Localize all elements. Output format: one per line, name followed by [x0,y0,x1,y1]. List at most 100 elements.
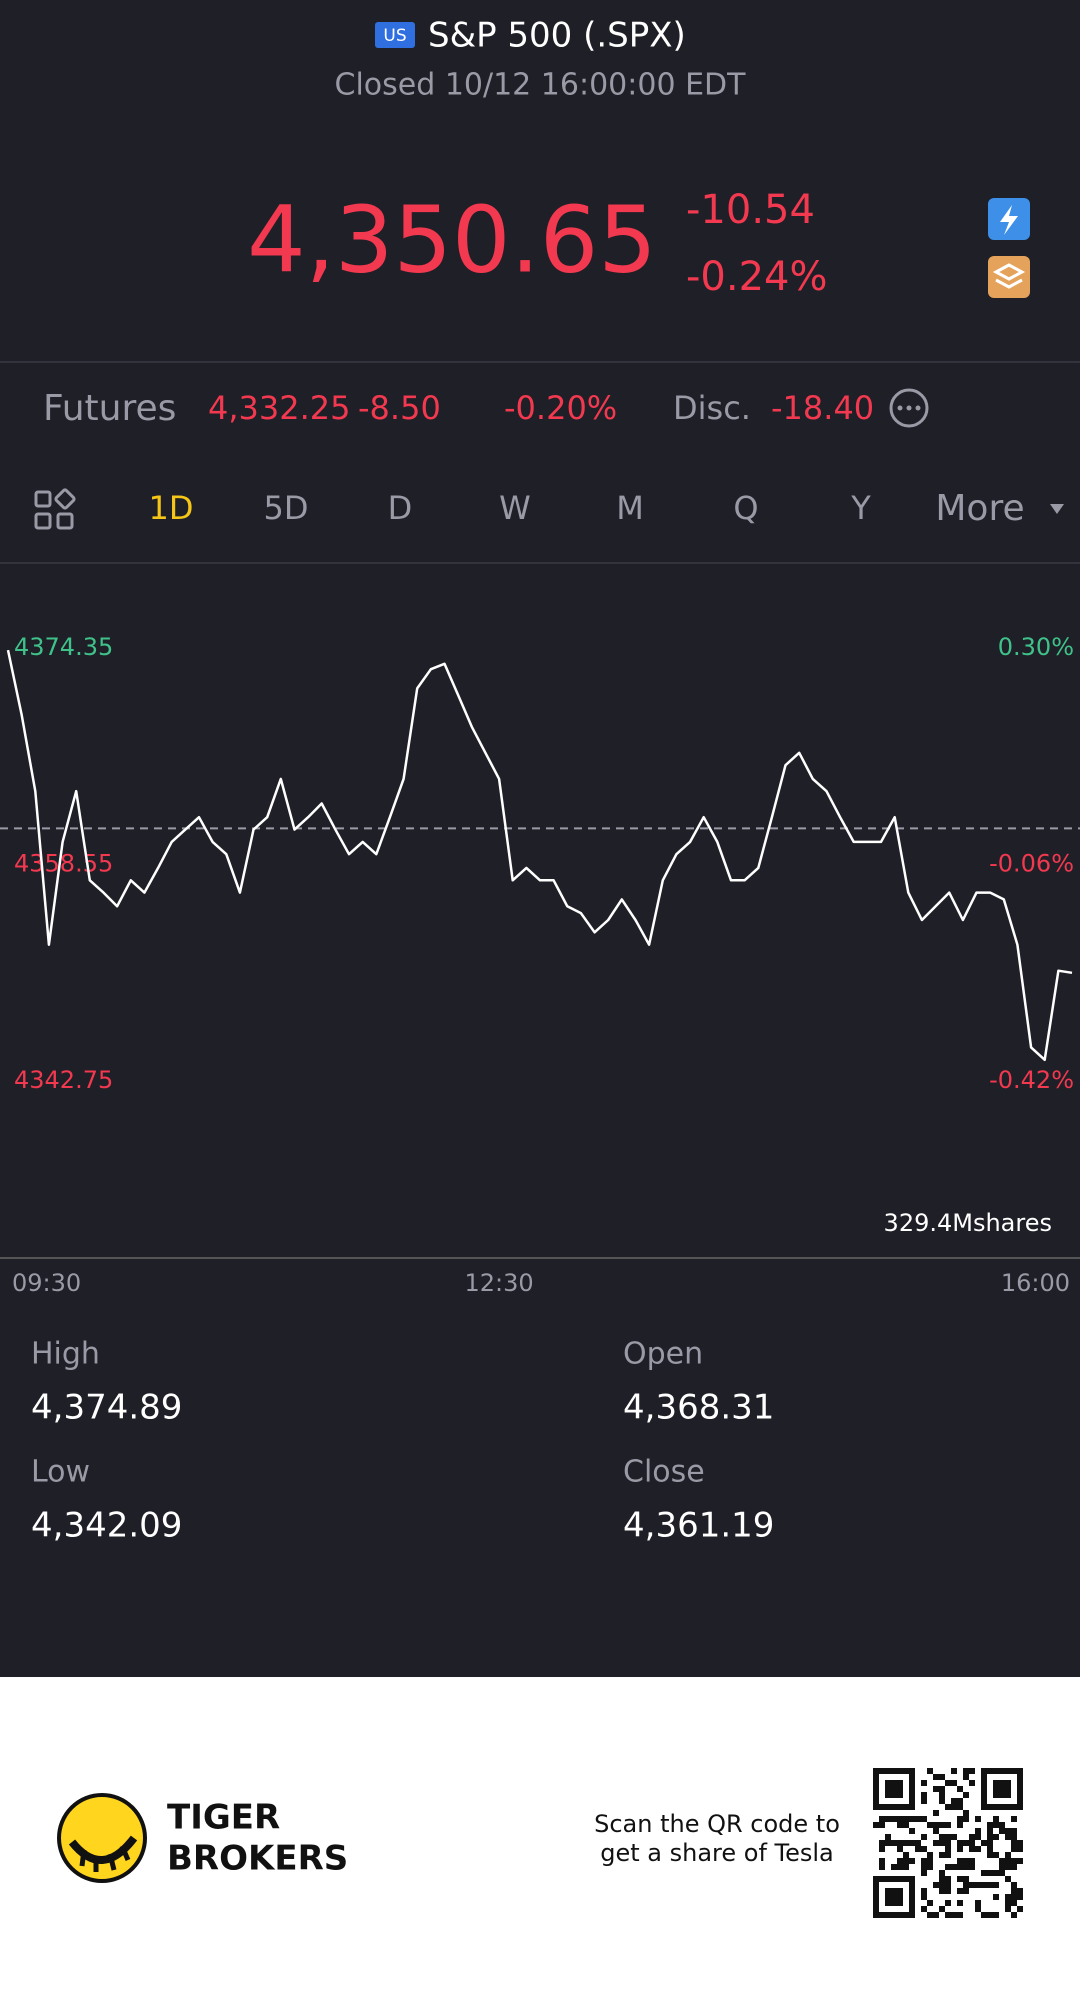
qr-cell [957,1822,963,1828]
tab[interactable]: 5D [264,489,309,527]
level-icon[interactable] [988,256,1030,298]
qr-cell [1017,1840,1023,1846]
qr-cell [921,1834,927,1840]
qr-cell [933,1810,939,1816]
futures-price: 4,332.25 [208,389,351,427]
qr-cell [993,1816,999,1822]
qr-cell [927,1864,933,1870]
qr-cell [939,1852,945,1858]
qr-cell [993,1834,999,1840]
qr-cell [933,1774,939,1780]
qr-cell [909,1816,915,1822]
qr-cell [879,1822,885,1828]
qr-cell [981,1882,987,1888]
qr-cell [1017,1888,1023,1894]
qr-cell [957,1858,963,1864]
dropdown-arrow [1050,504,1064,514]
qr-cell [897,1816,903,1822]
qr-cell [879,1864,885,1870]
qr-cell [915,1816,921,1822]
qr-cell [969,1846,975,1852]
tab[interactable]: More [935,488,1024,529]
qr-cell [987,1846,993,1852]
qr-cell [957,1900,963,1906]
qr-cell [915,1846,921,1852]
layout-icon[interactable] [34,488,76,530]
qr-cell [963,1768,969,1774]
tab[interactable]: Y [850,489,871,527]
qr-cell [957,1786,963,1792]
qr-cell [945,1846,951,1852]
y2-tick-label: -0.42% [989,1066,1074,1094]
stat-label: High [31,1337,100,1372]
qr-cell [879,1816,885,1822]
tab[interactable]: W [499,489,531,527]
qr-cell [891,1864,897,1870]
footer [0,1677,1080,2000]
brand-line: BROKERS [167,1839,348,1879]
qr-cell [921,1798,927,1804]
qr-cell [951,1804,957,1810]
qr-cell [921,1894,927,1900]
qr-cell [969,1882,975,1888]
futures-change: -8.50 [358,389,441,427]
qr-cell [993,1882,999,1888]
qr-cell [975,1900,981,1906]
qr-cell [957,1864,963,1870]
qr-cell [879,1846,885,1852]
qr-cell [1005,1852,1011,1858]
qr-cell [945,1834,951,1840]
qr-cell [915,1840,921,1846]
qr-cell [921,1846,927,1852]
qr-cell [987,1882,993,1888]
qr-cell [921,1870,927,1876]
qr-cell [957,1912,963,1918]
y-tick-label: 4358.55 [14,850,113,878]
qr-cell [939,1906,945,1912]
logo [57,1793,147,1883]
change-pct: -0.24% [686,254,828,300]
qr-finder [993,1780,1011,1798]
qr-cell [1005,1864,1011,1870]
qr-cell [987,1822,993,1828]
qr-cell [951,1834,957,1840]
qr-cell [987,1870,993,1876]
tab[interactable]: D [388,489,413,527]
x-tick-label: 09:30 [12,1269,81,1297]
qr-cell [1011,1840,1017,1846]
qr-cell [1005,1858,1011,1864]
qr-cell [891,1840,897,1846]
change: -10.54 [686,187,815,233]
qr-cell [993,1912,999,1918]
symbol: S&P 500 (.SPX) [428,16,686,56]
qr-cell [879,1858,885,1864]
futures-label: Futures [43,388,176,429]
qr-cell [993,1870,999,1876]
qr-cell [963,1810,969,1816]
qr-cell [957,1798,963,1804]
qr-cell [939,1798,945,1804]
qr-cell [921,1906,927,1912]
qr-cell [993,1894,999,1900]
tab[interactable]: M [616,489,644,527]
qr-cell [921,1816,927,1822]
qr-cell [897,1864,903,1870]
tab[interactable]: Q [733,489,758,527]
qr-cell [1005,1876,1011,1882]
qr-cell [939,1786,945,1792]
qr-cell [957,1876,963,1882]
qr-cell [975,1906,981,1912]
y-tick-label: 4342.75 [14,1066,113,1094]
qr-cell [897,1840,903,1846]
tab[interactable]: 1D [149,489,194,527]
qr-cell [903,1840,909,1846]
qr-cell [963,1864,969,1870]
qr-cell [957,1816,963,1822]
qr-cell [999,1822,1005,1828]
qr-cell [933,1882,939,1888]
more-icon[interactable] [889,388,929,428]
qr-cell [1011,1834,1017,1840]
qr-cell [939,1882,945,1888]
